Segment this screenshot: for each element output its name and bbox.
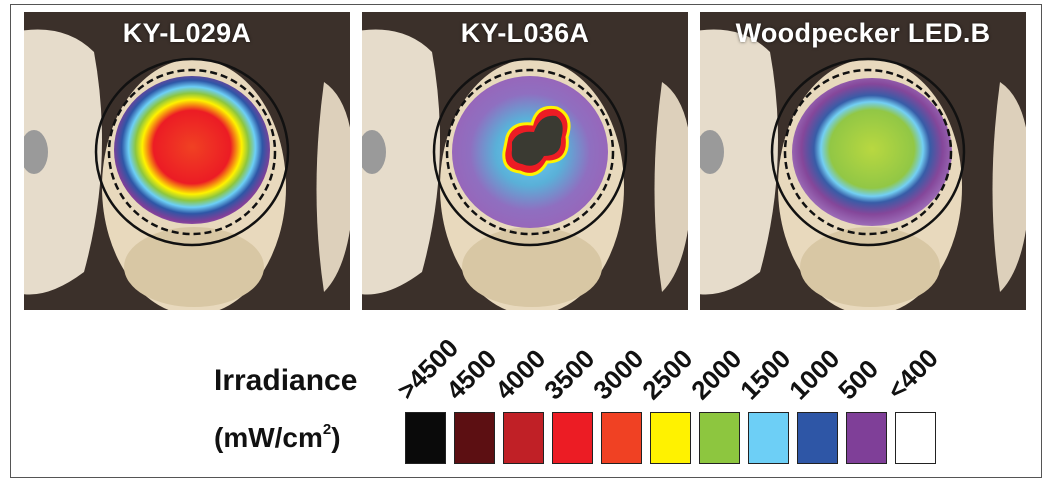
legend-unit: (mW/cm2)	[214, 421, 341, 453]
legend-color-scale	[405, 412, 936, 464]
legend-swatch	[405, 412, 446, 464]
legend-swatch	[895, 412, 936, 464]
legend-swatch	[650, 412, 691, 464]
legend-swatch	[699, 412, 740, 464]
figure-frame	[10, 4, 1042, 478]
legend-swatch	[797, 412, 838, 464]
tooth-photo-3	[700, 12, 1026, 310]
legend-swatch	[552, 412, 593, 464]
legend-swatch	[846, 412, 887, 464]
photo-panel-2: KY-L036A	[362, 12, 688, 310]
legend-swatch	[454, 412, 495, 464]
tooth-photo-1	[24, 12, 350, 310]
legend-swatch	[503, 412, 544, 464]
legend-swatch	[601, 412, 642, 464]
tooth-photo-2	[362, 12, 688, 310]
panel-title: KY-L029A	[122, 18, 252, 48]
legend-title: Irradiance	[214, 364, 358, 397]
photo-panel-1: KY-L029A	[24, 12, 350, 310]
legend-swatch	[748, 412, 789, 464]
panel-title: KY-L036A	[460, 18, 590, 48]
photo-panel-3: Woodpecker LED.B	[700, 12, 1026, 310]
panel-title: Woodpecker LED.B	[735, 18, 991, 48]
